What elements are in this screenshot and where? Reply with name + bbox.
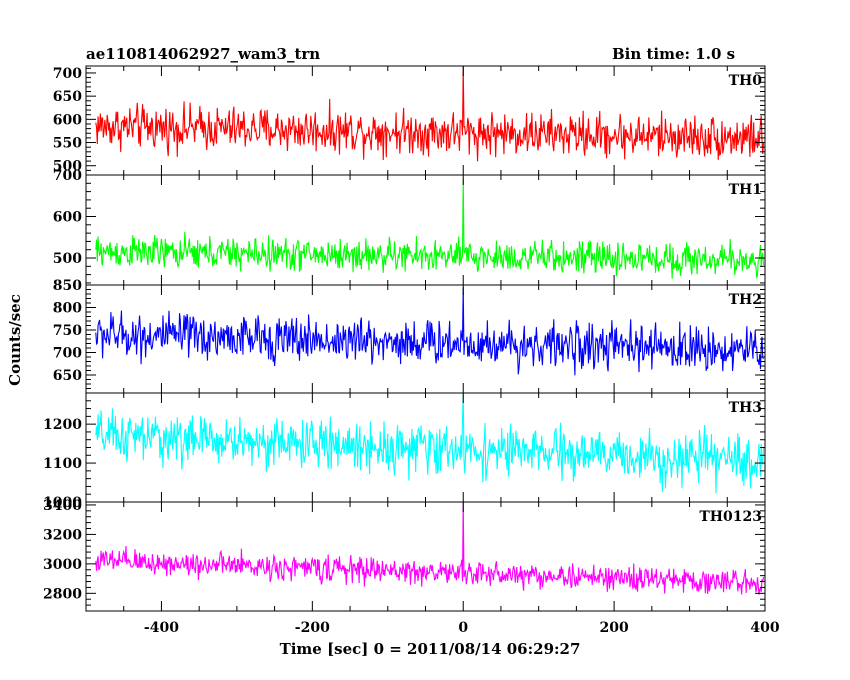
y-tick-label: 2800 <box>43 586 82 602</box>
panel-label-th0123: TH0123 <box>699 509 762 525</box>
panel-frame-th1 <box>85 174 766 286</box>
y-tick-label: 600 <box>53 112 82 128</box>
panel-label-th3: TH3 <box>729 400 762 416</box>
y-tick-label: 800 <box>53 301 82 317</box>
series-th2 <box>95 287 764 376</box>
panel-label-th1: TH1 <box>729 182 762 198</box>
y-tick-label: 1200 <box>43 417 82 433</box>
y-tick-label: 1100 <box>43 456 82 472</box>
x-tick-label: 400 <box>750 620 779 636</box>
x-axis-label: Time [sec] 0 = 2011/08/14 06:29:27 <box>279 640 581 658</box>
x-tick-label: -200 <box>295 620 330 636</box>
chart-title: ae110814062927_wam3_trn <box>86 45 321 63</box>
y-tick-label: 550 <box>53 136 82 152</box>
y-tick-label: 700 <box>53 66 82 82</box>
bin-time-label: Bin time: 1.0 s <box>612 45 736 63</box>
panel-label-th2: TH2 <box>729 292 762 308</box>
y-tick-label: 850 <box>53 278 82 294</box>
x-tick-label: 0 <box>458 620 468 636</box>
y-tick-label: 500 <box>53 251 82 267</box>
series-th0 <box>95 66 765 162</box>
y-tick-label: 3000 <box>43 557 82 573</box>
y-tick-label: 1000 <box>43 495 82 511</box>
y-tick-label: 3200 <box>43 527 82 543</box>
series-th0123 <box>95 502 765 595</box>
y-tick-label: 650 <box>53 368 82 384</box>
y-tick-label: 3400 <box>43 498 82 514</box>
panel-frame-th0 <box>85 65 766 176</box>
panel-label-th0: TH0 <box>729 73 763 89</box>
series-th3 <box>95 393 765 494</box>
y-axis-label: Counts/sec <box>6 294 24 386</box>
y-tick-label: 600 <box>53 210 82 226</box>
x-tick-label: 200 <box>599 620 628 636</box>
y-tick-label: 750 <box>53 323 82 339</box>
x-tick-label: -400 <box>144 620 179 636</box>
y-tick-label: 700 <box>53 168 82 184</box>
y-tick-label: 500 <box>53 159 82 175</box>
y-tick-label: 650 <box>53 89 82 105</box>
y-tick-label: 700 <box>53 346 82 362</box>
series-th1 <box>95 179 765 279</box>
